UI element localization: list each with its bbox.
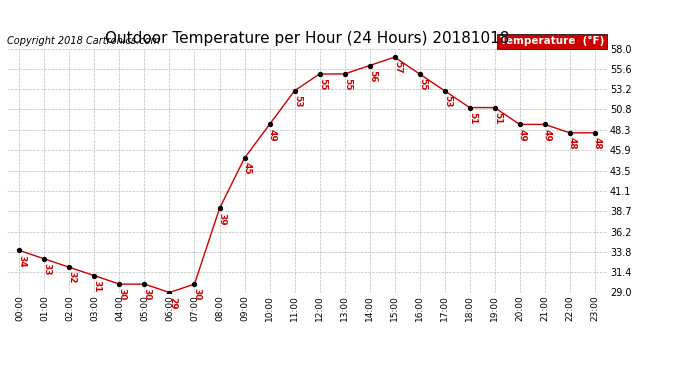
Point <box>489 105 500 111</box>
Text: 30: 30 <box>193 288 201 301</box>
Point <box>189 281 200 287</box>
Text: 31: 31 <box>92 280 101 292</box>
Point <box>14 248 25 254</box>
Text: 53: 53 <box>293 95 302 108</box>
Text: 57: 57 <box>393 62 402 74</box>
Point <box>439 88 450 94</box>
Text: 49: 49 <box>543 129 552 141</box>
Point <box>389 54 400 60</box>
Point <box>514 122 525 128</box>
Point <box>564 130 575 136</box>
Text: 49: 49 <box>268 129 277 141</box>
Text: 49: 49 <box>518 129 527 141</box>
Text: 34: 34 <box>18 255 27 267</box>
Text: 45: 45 <box>243 162 252 175</box>
Text: 53: 53 <box>443 95 452 108</box>
Point <box>64 264 75 270</box>
Point <box>114 281 125 287</box>
Text: 29: 29 <box>168 297 177 309</box>
Point <box>264 122 275 128</box>
Text: Copyright 2018 Cartronics.com: Copyright 2018 Cartronics.com <box>7 36 160 46</box>
Point <box>414 71 425 77</box>
Point <box>139 281 150 287</box>
Text: 55: 55 <box>418 78 427 91</box>
Text: 33: 33 <box>43 263 52 276</box>
Point <box>239 155 250 161</box>
Point <box>214 206 225 212</box>
Point <box>289 88 300 94</box>
Text: 56: 56 <box>368 70 377 82</box>
Text: 55: 55 <box>318 78 327 91</box>
Text: 30: 30 <box>118 288 127 301</box>
Point <box>314 71 325 77</box>
Text: 48: 48 <box>593 137 602 150</box>
Title: Outdoor Temperature per Hour (24 Hours) 20181018: Outdoor Temperature per Hour (24 Hours) … <box>105 31 509 46</box>
Point <box>464 105 475 111</box>
Text: 51: 51 <box>468 112 477 124</box>
Text: 32: 32 <box>68 272 77 284</box>
Point <box>39 256 50 262</box>
Point <box>164 290 175 296</box>
Text: Temperature  (°F): Temperature (°F) <box>500 36 604 46</box>
Text: 39: 39 <box>218 213 227 225</box>
Point <box>539 122 550 128</box>
Point <box>339 71 350 77</box>
Text: 48: 48 <box>568 137 577 150</box>
Point <box>589 130 600 136</box>
Text: 30: 30 <box>143 288 152 301</box>
Point <box>364 63 375 69</box>
Text: 55: 55 <box>343 78 352 91</box>
Point <box>89 273 100 279</box>
Text: 51: 51 <box>493 112 502 124</box>
